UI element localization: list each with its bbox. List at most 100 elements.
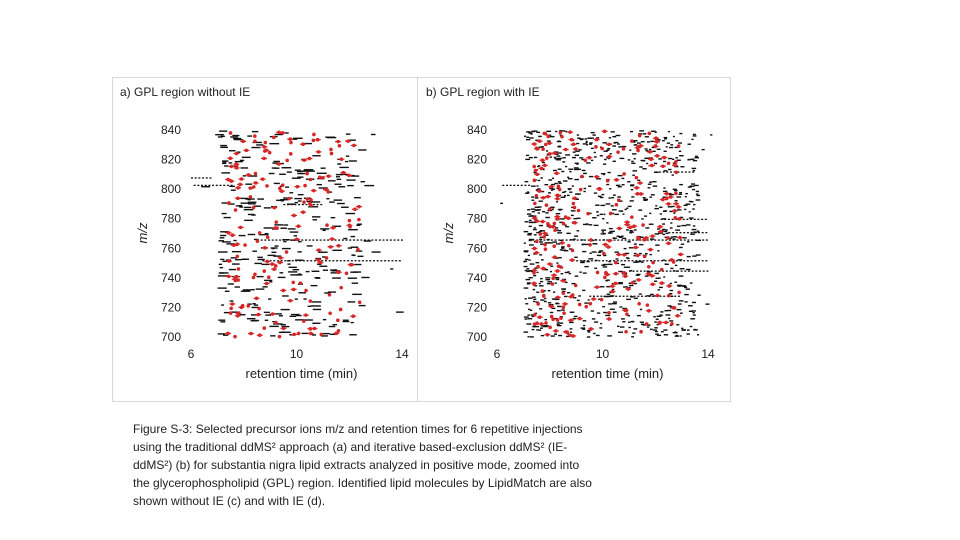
precursor-ion-point — [549, 135, 555, 138]
identified-lipid-point — [534, 173, 541, 175]
precursor-ion-point — [581, 243, 586, 245]
identified-lipid-point — [345, 140, 352, 142]
precursor-ion-point — [690, 158, 695, 160]
precursor-ion-point — [568, 248, 573, 250]
precursor-ion-point — [568, 178, 573, 180]
identified-lipid-point — [624, 329, 628, 334]
identified-lipid-point — [586, 157, 593, 159]
identified-lipid-point — [540, 289, 545, 293]
identified-lipid-point — [327, 293, 332, 297]
precursor-ion-point — [584, 243, 590, 246]
precursor-ion-point — [545, 150, 549, 152]
precursor-ion-point — [267, 254, 276, 257]
identified-lipid-point — [666, 161, 671, 166]
identified-lipid-point — [263, 140, 268, 145]
precursor-ion-point — [617, 196, 621, 198]
precursor-ion-point — [544, 297, 547, 300]
precursor-ion-point — [629, 200, 634, 202]
precursor-ion-point — [301, 170, 309, 172]
precursor-ion-trace-dot — [679, 232, 682, 234]
precursor-ion-trace-dot — [375, 239, 378, 241]
precursor-ion-point — [218, 319, 226, 321]
identified-lipid-point — [630, 139, 634, 143]
precursor-ion-point — [580, 239, 584, 241]
precursor-ion-point — [347, 139, 356, 141]
identified-lipid-point — [600, 146, 605, 151]
precursor-ion-point — [540, 334, 545, 337]
identified-lipid-point — [599, 297, 604, 302]
identified-lipid-point — [661, 157, 668, 159]
precursor-ion-point — [696, 194, 701, 197]
identified-lipid-point — [558, 130, 563, 135]
precursor-ion-point — [549, 270, 552, 273]
precursor-ion-point — [243, 208, 254, 211]
precursor-ion-point — [576, 134, 580, 136]
precursor-ion-trace-dot — [284, 260, 287, 262]
identified-lipid-point — [614, 202, 619, 207]
precursor-ion-trace-dot — [624, 239, 627, 241]
identified-lipid-point — [553, 172, 560, 174]
identified-lipid-point — [531, 143, 538, 145]
precursor-ion-trace-dot — [505, 184, 508, 187]
precursor-ion-trace-dot — [554, 239, 557, 241]
precursor-ion-point — [557, 232, 563, 234]
precursor-ion-point — [673, 212, 676, 214]
precursor-ion-point — [631, 336, 634, 338]
precursor-ion-point — [242, 175, 247, 177]
identified-lipid-point — [271, 268, 278, 270]
precursor-ion-point — [531, 221, 537, 224]
precursor-ion-point — [542, 210, 546, 213]
precursor-ion-point — [256, 144, 264, 146]
precursor-ion-point — [333, 269, 338, 271]
precursor-ion-point — [636, 142, 641, 144]
precursor-ion-trace-dot — [209, 177, 212, 179]
identified-lipid-point — [616, 150, 620, 154]
precursor-ion-point — [599, 327, 603, 329]
precursor-ion-trace-dot — [613, 239, 616, 241]
precursor-ion-point — [623, 266, 627, 268]
precursor-ion-trace-dot — [298, 203, 301, 206]
precursor-ion-point — [686, 241, 690, 243]
precursor-ion-point — [672, 188, 677, 191]
precursor-ion-point — [219, 272, 229, 274]
precursor-ion-point — [629, 284, 634, 287]
precursor-ion-point — [605, 279, 609, 282]
identified-lipid-point — [538, 167, 545, 170]
identified-lipid-point — [276, 131, 283, 133]
precursor-ion-trace-dot — [654, 239, 657, 241]
precursor-ion-point — [680, 243, 685, 245]
precursor-ion-point — [533, 171, 537, 174]
precursor-ion-trace-dot — [644, 295, 647, 297]
precursor-ion-trace-dot — [543, 239, 546, 241]
precursor-ion-trace-dot — [347, 260, 350, 262]
precursor-ion-point — [572, 151, 576, 153]
precursor-ion-point — [552, 291, 556, 293]
precursor-ion-point — [230, 189, 236, 191]
precursor-ion-point — [568, 272, 572, 275]
precursor-ion-point — [600, 204, 606, 207]
identified-lipid-point — [544, 334, 551, 336]
precursor-ion-point — [240, 202, 251, 204]
identified-lipid-point — [295, 225, 302, 227]
precursor-ion-point — [580, 261, 585, 264]
identified-lipid-point — [654, 155, 661, 157]
precursor-ion-point — [306, 245, 313, 247]
precursor-ion-point — [251, 306, 259, 309]
precursor-ion-trace-dot — [367, 239, 370, 241]
identified-lipid-point — [547, 207, 552, 211]
precursor-ion-point — [610, 230, 615, 233]
identified-lipid-point — [593, 176, 600, 178]
precursor-ion-point — [255, 288, 265, 290]
identified-lipid-point — [226, 260, 233, 262]
precursor-ion-point — [623, 286, 628, 288]
precursor-ion-trace-dot — [668, 239, 671, 241]
precursor-ion-point — [268, 298, 272, 300]
precursor-ion-point — [662, 190, 668, 193]
precursor-ion-point — [222, 241, 231, 243]
identified-lipid-point — [676, 218, 683, 220]
precursor-ion-point — [612, 136, 617, 138]
identified-lipid-point — [539, 159, 546, 161]
precursor-ion-trace-dot — [306, 260, 309, 262]
identified-lipid-point — [622, 172, 626, 176]
precursor-ion-point — [529, 238, 534, 241]
